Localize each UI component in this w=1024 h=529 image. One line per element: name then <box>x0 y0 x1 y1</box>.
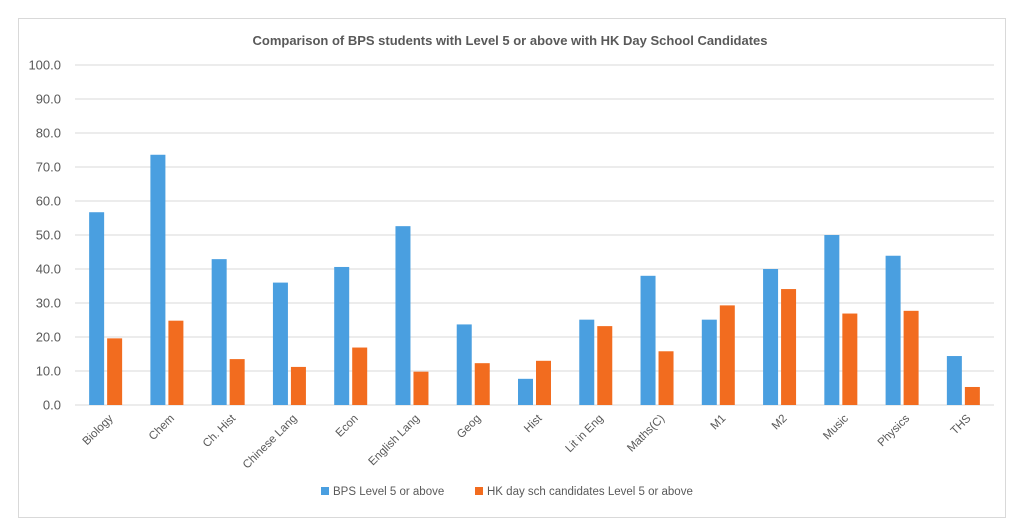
y-tick-label: 40.0 <box>36 262 61 277</box>
category-label: Biology <box>81 412 116 447</box>
bps-bar-geog <box>456 324 472 405</box>
category-label: Econ <box>334 413 361 440</box>
x-axis-labels: Biology Chem Ch. Hist Chinese Lang Econ Engli… <box>81 412 974 471</box>
y-tick-label: 90.0 <box>36 92 61 107</box>
y-tick-label: 80.0 <box>36 126 61 141</box>
bar-chart: Comparison of BPS students with Level 5 … <box>28 33 994 498</box>
bps-bar-m1 <box>701 319 717 405</box>
hk-bar-music <box>842 313 858 405</box>
y-tick-label: 30.0 <box>36 296 61 311</box>
category-label: English Lang <box>367 413 423 469</box>
legend: BPS Level 5 or above HK day sch candidate… <box>321 486 693 498</box>
hk-bar-physics <box>903 310 919 405</box>
y-tick-label: 100.0 <box>28 58 61 73</box>
category-label: Lit in Eng <box>563 413 605 455</box>
hk-bar-chinese-lang <box>290 366 306 405</box>
gridlines <box>75 64 994 406</box>
bps-bar-lit-in-eng <box>579 319 595 405</box>
hk-bar-english-lang <box>413 371 429 405</box>
chart-frame: Comparison of BPS students with Level 5 … <box>18 18 1006 518</box>
y-tick-label: 70.0 <box>36 160 61 175</box>
hk-bar-m1 <box>719 305 735 405</box>
bps-legend-swatch <box>321 487 329 495</box>
bars <box>89 154 980 405</box>
category-label: M1 <box>709 413 729 433</box>
category-label: Geog <box>455 413 483 441</box>
y-tick-label: 10.0 <box>36 364 61 379</box>
hk-bar-chem <box>168 320 184 405</box>
hk-legend-swatch <box>475 487 483 495</box>
bps-bar-english-lang <box>395 226 411 405</box>
bps-bar-physics <box>885 255 901 405</box>
hk-bar-hist <box>536 360 551 405</box>
y-tick-label: 20.0 <box>36 330 61 345</box>
bps-bar-m2 <box>763 269 779 405</box>
hk-bar-geog <box>474 363 490 405</box>
category-label: Music <box>821 412 851 442</box>
hk-bar-ths <box>964 386 980 405</box>
bps-bar-maths-c <box>640 275 656 405</box>
y-tick-label: 60.0 <box>36 194 61 209</box>
category-label: M2 <box>770 413 790 433</box>
bps-bar-ths <box>946 356 962 405</box>
category-label: Ch. Hist <box>201 412 239 450</box>
hk-bar-maths-c <box>658 351 674 405</box>
hk-bar-lit-in-eng <box>597 326 613 405</box>
bps-bar-chinese-lang <box>272 282 288 405</box>
category-label: Hist <box>522 412 545 435</box>
bps-bar-music <box>824 235 840 405</box>
hk-bar-ch-hist <box>229 359 245 405</box>
y-tick-label: 50.0 <box>36 228 61 243</box>
bps-bar-ch-hist <box>211 259 227 405</box>
bps-bar-chem <box>150 154 166 405</box>
category-label: Chinese Lang <box>241 413 300 472</box>
chart-title: Comparison of BPS students with Level 5 … <box>252 33 767 48</box>
hk-legend-label: HK day sch candidates Level 5 or above <box>487 486 693 498</box>
hk-bar-biology <box>107 338 123 405</box>
bps-bar-econ <box>334 266 350 405</box>
hk-bar-m2 <box>781 289 797 405</box>
category-label: Chem <box>147 413 177 443</box>
bps-bar-biology <box>89 212 105 405</box>
y-axis-ticks: 0.0 10.0 20.0 30.0 40.0 50.0 60.0 70.0 80.0 90.0 1… <box>28 58 61 413</box>
bps-bar-hist <box>518 378 533 405</box>
category-label: Physics <box>876 412 913 449</box>
category-label: Maths(C) <box>625 413 667 455</box>
bps-legend-label: BPS Level 5 or above <box>333 486 444 498</box>
hk-bar-econ <box>352 347 368 405</box>
y-tick-label: 0.0 <box>43 398 61 413</box>
category-label: THS <box>949 412 974 437</box>
